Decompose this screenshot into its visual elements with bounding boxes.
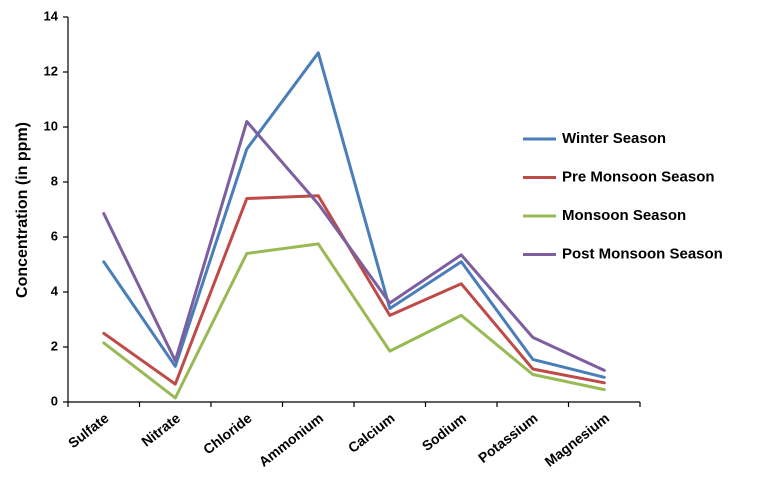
x-category-label: Potassium <box>475 410 541 466</box>
y-tick-label: 10 <box>44 118 58 133</box>
y-tick-label: 14 <box>44 8 59 23</box>
x-category-label: Magnesium <box>542 410 613 470</box>
series-line-4 <box>102 120 606 372</box>
x-category-label: Sulfate <box>65 410 112 451</box>
x-category-label: Ammonium <box>256 410 327 470</box>
series-layer <box>102 51 606 400</box>
x-category-label: Sodium <box>419 410 469 454</box>
y-axis-label: Concentration (in ppm) <box>14 122 31 298</box>
legend-label: Post Monsoon Season <box>562 245 723 262</box>
legend-label: Monsoon Season <box>562 207 686 224</box>
axes: 0 2 4 6 8 10 12 14 Sulfate Nitrate Chloride Ammoniu… <box>44 8 641 470</box>
y-tick-label: 2 <box>51 338 58 353</box>
x-category-label: Chloride <box>200 410 255 458</box>
legend-label: Winter Season <box>562 130 666 147</box>
legend-label: Pre Monsoon Season <box>562 168 715 185</box>
x-category-label: Calcium <box>345 410 398 456</box>
x-category-label: Nitrate <box>138 410 183 450</box>
series-line-3 <box>102 242 606 400</box>
y-tick-label: 6 <box>51 228 58 243</box>
y-tick-label: 12 <box>44 63 58 78</box>
legend: Winter Season Pre Monsoon Season Monsoon S… <box>523 130 723 262</box>
y-tick-label: 8 <box>51 173 58 188</box>
y-tick-label: 0 <box>51 393 58 408</box>
y-tick-label: 4 <box>51 283 59 298</box>
series-line-1 <box>102 51 606 379</box>
